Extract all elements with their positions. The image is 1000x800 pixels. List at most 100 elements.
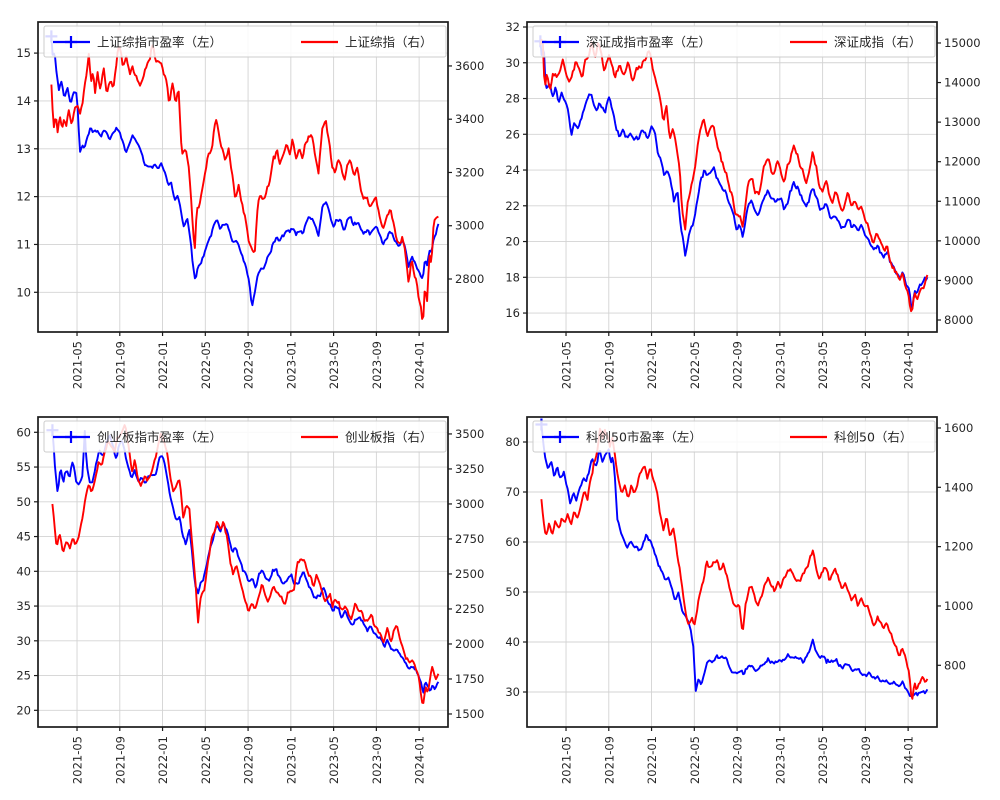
svg-text:2023-09: 2023-09 <box>859 341 873 389</box>
svg-text:40: 40 <box>505 635 520 649</box>
svg-text:10: 10 <box>16 285 31 299</box>
svg-text:1750: 1750 <box>455 672 484 686</box>
svg-text:2023-05: 2023-05 <box>816 341 830 389</box>
svg-text:24: 24 <box>505 163 520 177</box>
svg-text:30: 30 <box>505 56 520 70</box>
series-科创50 <box>540 427 929 700</box>
svg-text:1000: 1000 <box>944 599 973 613</box>
series-深证成指 <box>539 38 929 313</box>
svg-text:2022-05: 2022-05 <box>688 341 702 389</box>
svg-text:2022-05: 2022-05 <box>199 736 213 784</box>
gridlines <box>38 22 448 332</box>
svg-text:28: 28 <box>505 92 520 106</box>
legend: 科创50市盈率（左） 科创50（右） <box>532 420 936 453</box>
subplot-top-left: 10 11 12 13 14 15 2800 3000 3200 3400 3600 2021-05 2… <box>0 0 500 400</box>
svg-text:2024-01: 2024-01 <box>902 341 916 389</box>
svg-text:1600: 1600 <box>944 421 973 435</box>
svg-text:2021-09: 2021-09 <box>602 736 616 784</box>
series-上证综指 <box>50 44 439 320</box>
svg-text:3250: 3250 <box>455 462 484 476</box>
svg-text:2022-01: 2022-01 <box>156 736 170 784</box>
svg-text:13000: 13000 <box>944 115 981 129</box>
series-group <box>534 35 929 313</box>
svg-text:30: 30 <box>505 685 520 699</box>
axis-labels: 20 25 30 35 40 45 50 55 60 1500 1750 2000 2250 2500 27… <box>16 425 484 784</box>
gridlines <box>527 22 937 332</box>
svg-text:10000: 10000 <box>944 234 981 248</box>
svg-text:2021-05: 2021-05 <box>560 736 574 784</box>
series-group <box>46 424 440 704</box>
svg-text:2022-01: 2022-01 <box>645 736 659 784</box>
legend-label-index: 科创50（右） <box>834 430 912 445</box>
legend-label-pe: 科创50市盈率（左） <box>586 430 702 445</box>
svg-text:2022-09: 2022-09 <box>242 341 256 389</box>
legend: 创业板指市盈率（左） 创业板指（右） <box>43 420 447 453</box>
svg-text:2021-09: 2021-09 <box>113 341 127 389</box>
plot-border <box>37 21 449 333</box>
svg-text:2022-09: 2022-09 <box>731 341 745 389</box>
legend: 上证综指市盈率（左） 上证综指（右） <box>43 25 447 58</box>
svg-text:70: 70 <box>505 485 520 499</box>
plot-border <box>526 416 938 728</box>
axis-labels: 10 11 12 13 14 15 2800 3000 3200 3400 3600 2021-05 2… <box>16 46 484 389</box>
svg-text:2023-09: 2023-09 <box>859 736 873 784</box>
svg-text:2021-09: 2021-09 <box>602 341 616 389</box>
chart-chinext: 20 25 30 35 40 45 50 55 60 1500 1750 2000 2250 2500 27… <box>16 416 484 784</box>
svg-text:2024-01: 2024-01 <box>413 341 427 389</box>
svg-text:15000: 15000 <box>944 36 981 50</box>
svg-text:60: 60 <box>16 425 31 439</box>
svg-text:2021-05: 2021-05 <box>71 736 85 784</box>
svg-text:3400: 3400 <box>455 112 484 126</box>
svg-text:2023-09: 2023-09 <box>370 736 384 784</box>
svg-text:11000: 11000 <box>944 194 981 208</box>
svg-text:14000: 14000 <box>944 76 981 90</box>
svg-text:12: 12 <box>16 190 31 204</box>
svg-text:25: 25 <box>16 669 31 683</box>
svg-text:2021-05: 2021-05 <box>71 341 85 389</box>
series-科创50市盈率 <box>540 424 929 698</box>
svg-text:2022-09: 2022-09 <box>731 736 745 784</box>
svg-text:30: 30 <box>16 634 31 648</box>
svg-text:3600: 3600 <box>455 59 484 73</box>
svg-text:15: 15 <box>16 46 31 60</box>
svg-text:2024-01: 2024-01 <box>413 736 427 784</box>
svg-text:2022-01: 2022-01 <box>645 341 659 389</box>
series-创业板指市盈率 <box>51 429 440 694</box>
svg-text:800: 800 <box>944 658 966 672</box>
legend-label-pe: 深证成指市盈率（左） <box>586 35 711 50</box>
legend-label-pe: 创业板指市盈率（左） <box>97 430 222 445</box>
svg-text:2022-05: 2022-05 <box>199 341 213 389</box>
chart-star50: 30 40 50 60 70 80 800 1000 1200 1400 1600 2021-05 20… <box>505 416 973 784</box>
svg-text:20: 20 <box>505 235 520 249</box>
legend-label-index: 上证综指（右） <box>345 35 433 50</box>
svg-text:2023-01: 2023-01 <box>773 736 787 784</box>
svg-text:50: 50 <box>16 495 31 509</box>
svg-text:2023-01: 2023-01 <box>284 341 298 389</box>
series-深证成指市盈率 <box>539 41 929 310</box>
svg-text:2250: 2250 <box>455 602 484 616</box>
axis-labels: 30 40 50 60 70 80 800 1000 1200 1400 1600 2021-05 20… <box>505 421 973 784</box>
svg-text:35: 35 <box>16 599 31 613</box>
svg-text:22: 22 <box>505 199 520 213</box>
series-上证综指市盈率 <box>50 36 440 307</box>
svg-text:2500: 2500 <box>455 567 484 581</box>
legend-label-index: 创业板指（右） <box>345 430 433 445</box>
svg-text:3000: 3000 <box>455 497 484 511</box>
svg-text:60: 60 <box>505 535 520 549</box>
plot-border <box>37 416 449 728</box>
subplot-top-right: 16 18 20 22 24 26 28 30 32 8000 9000 10000 11000 1200… <box>500 0 1000 400</box>
svg-text:2800: 2800 <box>455 272 484 286</box>
chart-szci: 16 18 20 22 24 26 28 30 32 8000 9000 10000 11000 1200… <box>505 20 981 389</box>
svg-text:2023-05: 2023-05 <box>327 736 341 784</box>
gridlines <box>527 417 937 727</box>
svg-text:45: 45 <box>16 530 31 544</box>
series-group <box>535 418 929 700</box>
svg-text:11: 11 <box>16 237 31 251</box>
svg-text:2023-05: 2023-05 <box>816 736 830 784</box>
svg-text:13: 13 <box>16 142 31 156</box>
svg-text:2023-01: 2023-01 <box>773 341 787 389</box>
svg-text:40: 40 <box>16 564 31 578</box>
svg-text:2023-01: 2023-01 <box>284 736 298 784</box>
svg-text:2021-05: 2021-05 <box>560 341 574 389</box>
